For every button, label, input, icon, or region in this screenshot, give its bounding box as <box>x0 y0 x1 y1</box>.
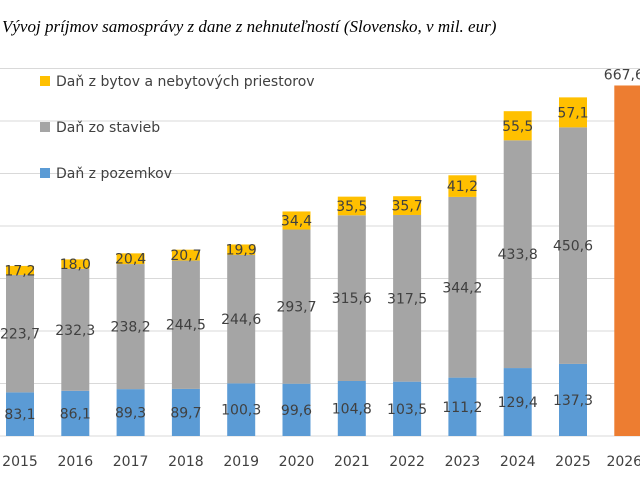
chart-title: Vývoj príjmov samosprávy z dane z nehnut… <box>2 17 497 36</box>
bar-segment <box>559 127 587 364</box>
bar-segment <box>393 196 422 215</box>
bar-segment <box>116 253 145 265</box>
legend-label: Daň zo stavieb <box>56 120 160 136</box>
data-label: 34,4 <box>281 213 312 229</box>
data-label: 55,5 <box>502 119 533 135</box>
bar-segment <box>559 363 587 436</box>
bar-segment <box>227 383 256 436</box>
data-label: 223,7 <box>0 327 40 343</box>
data-label: 89,7 <box>170 405 201 421</box>
x-tick-label: 2021 <box>334 454 370 470</box>
data-label: 18,0 <box>60 257 91 273</box>
data-label: 35,5 <box>336 199 367 215</box>
data-label: 103,5 <box>387 402 427 418</box>
data-label: 232,3 <box>55 323 95 339</box>
data-label: 317,5 <box>387 291 427 307</box>
bar-segment <box>448 175 477 197</box>
bar-segment <box>503 368 532 436</box>
bar-segment <box>282 229 311 384</box>
data-label: 20,4 <box>115 252 146 268</box>
bars <box>6 85 640 436</box>
data-label: 244,5 <box>166 318 206 334</box>
bar-segment <box>171 249 200 261</box>
gridlines <box>0 68 640 437</box>
x-tick-label: 2023 <box>445 454 481 470</box>
legend-swatch <box>40 168 50 178</box>
data-label: 89,3 <box>115 406 146 422</box>
data-label: 41,2 <box>447 179 478 195</box>
legend-swatch <box>40 76 50 86</box>
bar-segment <box>171 388 200 436</box>
data-label: 344,2 <box>442 280 482 296</box>
x-tick-label: 2025 <box>555 454 591 470</box>
x-tick-label: 2019 <box>223 454 259 470</box>
bar-segment <box>116 264 145 390</box>
forecast-bar <box>614 85 640 436</box>
forecast-label: 667,65 <box>604 67 640 83</box>
bar-segment <box>503 111 532 141</box>
x-tick-label: 2018 <box>168 454 204 470</box>
x-tick-label: 2017 <box>113 454 149 470</box>
x-tick-label: 2024 <box>500 454 536 470</box>
x-tick-label: 2016 <box>57 454 93 470</box>
bar-segment <box>448 377 477 436</box>
bar-segment <box>282 211 311 230</box>
x-tick-label: 2020 <box>279 454 315 470</box>
data-label: 293,7 <box>276 300 316 316</box>
bar-segment <box>337 380 366 436</box>
bar-segment <box>448 196 477 378</box>
data-label: 111,2 <box>442 400 482 416</box>
bar-segment <box>337 196 366 216</box>
bar-segment <box>559 97 587 128</box>
data-label: 129,4 <box>498 395 538 411</box>
data-label: 238,2 <box>111 320 151 336</box>
bar-segment <box>6 392 34 436</box>
bar-segment <box>6 265 34 275</box>
bar-segment <box>227 254 256 384</box>
legend-swatch <box>40 122 50 132</box>
x-tick-label: 2015 <box>2 454 38 470</box>
data-label: 100,3 <box>221 403 261 419</box>
bar-segment <box>282 383 311 436</box>
bar-segment <box>171 260 200 389</box>
data-label: 104,8 <box>332 401 372 417</box>
data-label: 57,1 <box>557 105 588 121</box>
bar-segment <box>61 390 90 436</box>
data-label: 244,6 <box>221 312 261 328</box>
data-label: 450,6 <box>553 239 593 255</box>
bar-segment <box>393 381 422 436</box>
x-tick-label: 2022 <box>389 454 425 470</box>
bar-segment <box>337 215 366 381</box>
data-label: 83,1 <box>4 407 35 423</box>
bar-segment <box>393 214 422 382</box>
bar-segment <box>503 140 532 369</box>
data-label: 20,7 <box>170 248 201 264</box>
data-label: 86,1 <box>60 406 91 422</box>
data-label: 19,9 <box>226 243 257 259</box>
bar-segment <box>227 244 256 255</box>
x-tick-label: 2026F <box>606 454 640 470</box>
data-label: 433,8 <box>498 247 538 263</box>
data-labels: 83,1 223,7 17,2 86,1 232,3 18,0 89,3 238,2 20,4 8… <box>0 67 640 423</box>
data-label: 99,6 <box>281 403 312 419</box>
bar-segment <box>116 389 145 436</box>
data-label: 17,2 <box>4 263 35 279</box>
data-label: 35,7 <box>392 199 423 215</box>
legend-label: Daň z pozemkov <box>56 166 172 182</box>
data-label: 137,3 <box>553 393 593 409</box>
bar-segment <box>6 274 34 393</box>
x-axis-ticks: 2015 2016 2017 2018 2019 2020 2021 2022 2023 2024… <box>2 454 640 470</box>
bar-segment <box>61 259 90 269</box>
legend: Daň z bytov a nebytových priestorov Daň z… <box>40 74 315 182</box>
data-label: 315,6 <box>332 291 372 307</box>
legend-label: Daň z bytov a nebytových priestorov <box>56 74 315 90</box>
bar-segment <box>61 268 90 391</box>
